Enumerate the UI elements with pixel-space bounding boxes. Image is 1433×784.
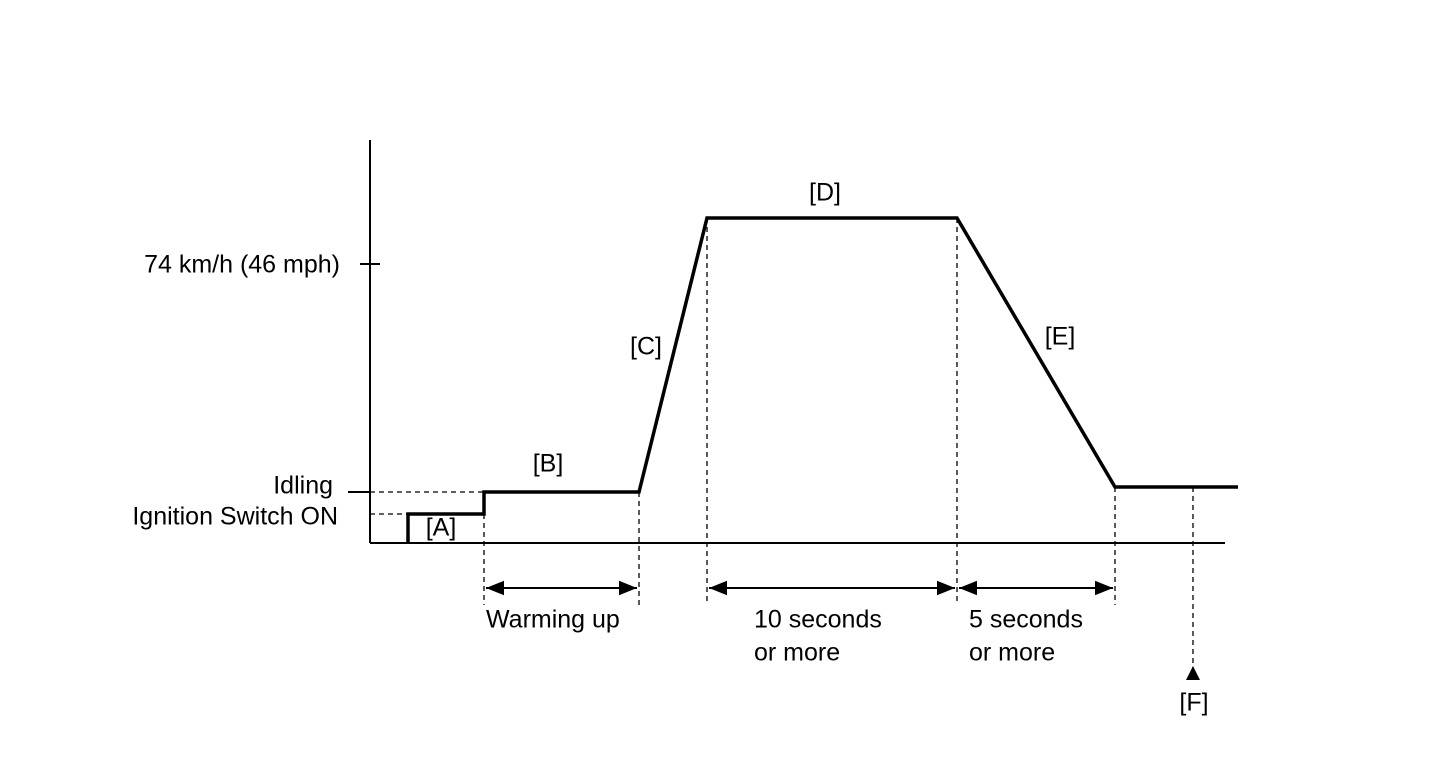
- ignition-label: Ignition Switch ON: [132, 503, 338, 531]
- segment-label: [B]: [533, 450, 564, 478]
- interval-label: 10 seconds: [754, 606, 882, 634]
- segment-label: [C]: [630, 333, 662, 361]
- speed-label: 74 km/h (46 mph): [144, 251, 340, 279]
- interval-label: Warming up: [486, 606, 620, 634]
- segment-label: [A]: [426, 514, 457, 542]
- idling-label: Idling: [273, 472, 333, 500]
- interval-label: or more: [754, 639, 840, 667]
- segment-label: [E]: [1045, 323, 1076, 351]
- speed-profile: [406, 216, 1238, 543]
- interval-label: 5 seconds: [969, 606, 1083, 634]
- segment-label: [F]: [1179, 689, 1208, 717]
- f-marker: [1186, 666, 1200, 680]
- interval-label: or more: [969, 639, 1055, 667]
- segment-label: [D]: [809, 179, 841, 207]
- guides: [370, 218, 1194, 668]
